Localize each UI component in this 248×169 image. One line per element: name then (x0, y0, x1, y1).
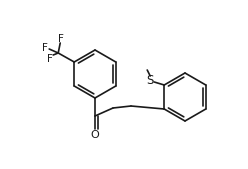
Text: F: F (58, 34, 64, 44)
Text: F: F (42, 43, 48, 53)
Text: F: F (47, 54, 53, 64)
Text: S: S (147, 74, 154, 87)
Text: O: O (91, 130, 99, 140)
